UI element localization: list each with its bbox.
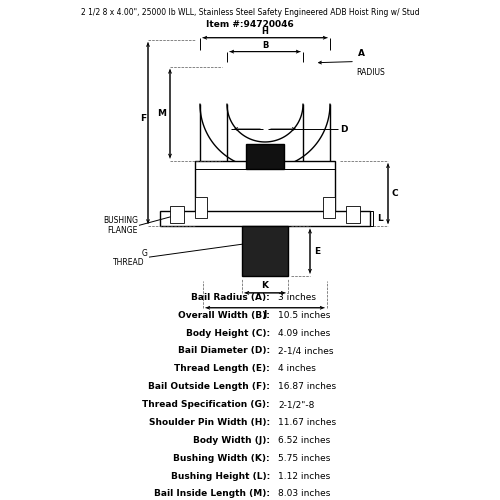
Bar	[195, 196, 207, 218]
Text: 2 1/2 8 x 4.00", 25000 lb WLL, Stainless Steel Safety Engineered ADB Hoist Ring : 2 1/2 8 x 4.00", 25000 lb WLL, Stainless…	[80, 8, 419, 17]
Text: 10.5 inches: 10.5 inches	[278, 310, 330, 320]
Text: Item #:94720046: Item #:94720046	[206, 20, 294, 29]
Text: Shoulder Pin Width (H):: Shoulder Pin Width (H):	[149, 418, 270, 427]
Text: 2-1/2"-8: 2-1/2"-8	[278, 400, 314, 409]
Text: 6.52 inches: 6.52 inches	[278, 436, 330, 445]
Text: E: E	[314, 246, 320, 256]
Text: K: K	[262, 281, 268, 290]
Bar	[160, 212, 370, 226]
Text: 8.03 inches: 8.03 inches	[278, 490, 330, 498]
Bar	[195, 161, 335, 216]
Text: C: C	[392, 189, 398, 198]
Text: Thread Specification (G):: Thread Specification (G):	[142, 400, 270, 409]
Bar	[170, 206, 184, 224]
Text: Body Height (C):: Body Height (C):	[186, 328, 270, 338]
Text: BUSHING: BUSHING	[103, 216, 138, 225]
Bar	[242, 226, 288, 276]
Text: 5.75 inches: 5.75 inches	[278, 454, 330, 462]
Bar	[246, 144, 284, 169]
Text: D: D	[340, 124, 347, 134]
Text: B: B	[262, 40, 268, 50]
Text: 4 inches: 4 inches	[278, 364, 316, 374]
Text: Thread Length (E):: Thread Length (E):	[174, 364, 270, 374]
Text: RADIUS: RADIUS	[356, 68, 385, 76]
Bar	[346, 206, 360, 224]
Text: Body Width (J):: Body Width (J):	[193, 436, 270, 445]
Text: A: A	[358, 48, 365, 58]
Text: M: M	[157, 109, 166, 118]
Text: L: L	[377, 214, 383, 224]
Text: 16.87 inches: 16.87 inches	[278, 382, 336, 391]
Text: G: G	[142, 248, 148, 258]
Text: Bail Inside Length (M):: Bail Inside Length (M):	[154, 490, 270, 498]
Text: Bushing Width (K):: Bushing Width (K):	[174, 454, 270, 462]
Text: 4.09 inches: 4.09 inches	[278, 328, 330, 338]
Text: Overall Width (B):: Overall Width (B):	[178, 310, 270, 320]
Text: Bail Radius (A):: Bail Radius (A):	[191, 293, 270, 302]
Text: H: H	[262, 26, 268, 36]
Text: Bushing Height (L):: Bushing Height (L):	[171, 472, 270, 480]
Text: FLANGE: FLANGE	[108, 226, 138, 235]
Text: 2-1/4 inches: 2-1/4 inches	[278, 346, 334, 356]
Text: 11.67 inches: 11.67 inches	[278, 418, 336, 427]
Text: 1.12 inches: 1.12 inches	[278, 472, 330, 480]
Text: Bail Diameter (D):: Bail Diameter (D):	[178, 346, 270, 356]
Text: THREAD: THREAD	[114, 258, 145, 266]
Text: F: F	[140, 114, 146, 122]
Bar	[323, 196, 335, 218]
Text: Bail Outside Length (F):: Bail Outside Length (F):	[148, 382, 270, 391]
Text: 3 inches: 3 inches	[278, 293, 316, 302]
Text: J: J	[264, 310, 266, 318]
